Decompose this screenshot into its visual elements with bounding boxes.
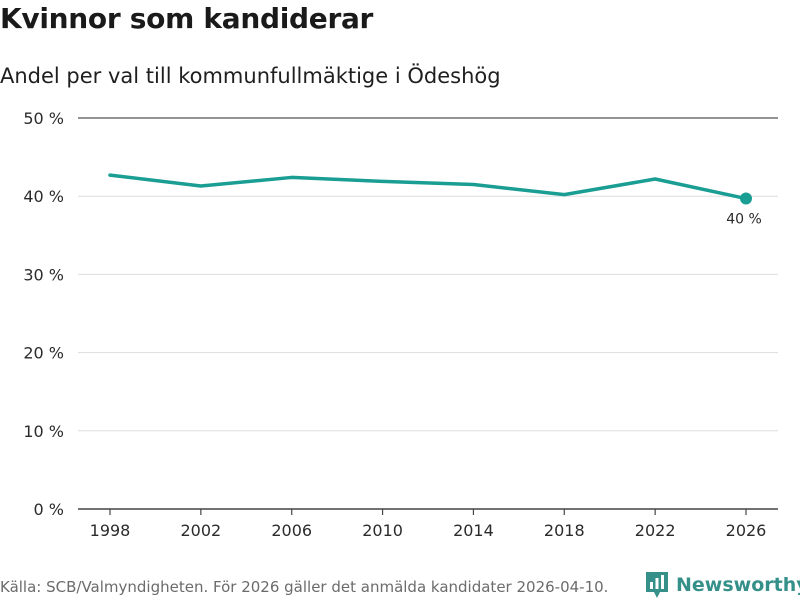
- y-tick-label: 50 %: [23, 109, 64, 128]
- x-tick-label: 2018: [544, 521, 585, 540]
- x-tick-label: 2026: [726, 521, 767, 540]
- x-tick-label: 2010: [362, 521, 403, 540]
- series-line-0: [108, 173, 748, 201]
- x-tick-label: 2014: [453, 521, 494, 540]
- data-label-2026: 40 %: [726, 212, 762, 228]
- y-tick-label: 40 %: [23, 187, 64, 206]
- last-point-marker: [740, 192, 752, 205]
- newsworthy-icon: [646, 572, 668, 598]
- chart-title: Kvinnor som kandiderar: [0, 2, 374, 35]
- brand-name: Newsworthy: [676, 574, 800, 596]
- y-tick-label: 30 %: [23, 265, 64, 284]
- brand-logo: Newsworthy: [644, 570, 800, 600]
- source-note: Källa: SCB/Valmyndigheten. För 2026 gäll…: [0, 578, 609, 596]
- x-tick-label: 1998: [90, 521, 131, 540]
- chart-subtitle: Andel per val till kommunfullmäktige i Ö…: [0, 64, 501, 88]
- y-tick-label: 20 %: [23, 344, 64, 363]
- y-tick-label: 10 %: [23, 422, 64, 441]
- x-tick-label: 2022: [635, 521, 676, 540]
- y-tick-label: 0 %: [34, 500, 64, 519]
- x-tick-label: 2006: [271, 521, 312, 540]
- x-tick-label: 2002: [180, 521, 221, 540]
